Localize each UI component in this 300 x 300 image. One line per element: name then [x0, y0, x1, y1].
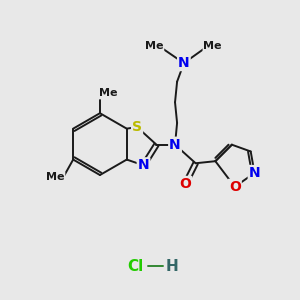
Text: Me: Me — [203, 41, 222, 51]
Text: Me: Me — [145, 41, 164, 51]
Text: Me: Me — [46, 172, 64, 182]
Text: S: S — [132, 120, 142, 134]
Text: O: O — [229, 180, 241, 194]
Text: O: O — [179, 177, 191, 191]
Text: N: N — [138, 158, 149, 172]
Text: Me: Me — [99, 88, 117, 98]
Text: Cl: Cl — [127, 259, 143, 274]
Text: N: N — [178, 56, 190, 70]
Text: N: N — [249, 166, 260, 180]
Text: N: N — [169, 138, 181, 152]
Text: H: H — [166, 259, 178, 274]
